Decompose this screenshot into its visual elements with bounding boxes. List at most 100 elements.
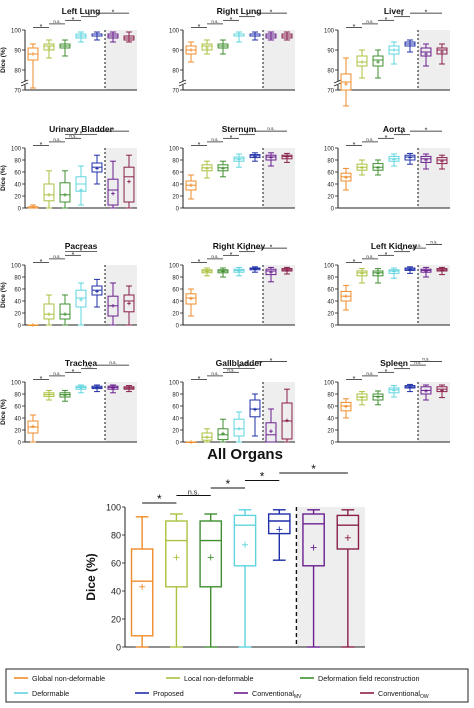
- axis-break-mark: [178, 82, 187, 87]
- box-body: [249, 399, 261, 418]
- significance-label: *: [353, 24, 356, 31]
- significance-label: *: [246, 131, 249, 138]
- box-body: [123, 294, 135, 313]
- y-axis-label: Dice (%): [0, 47, 7, 73]
- y-tick-label: 80: [172, 159, 179, 165]
- legend-item-proposed: Proposed: [135, 689, 184, 698]
- significance-label: n.s.: [211, 19, 218, 24]
- y-tick-label: 60: [327, 405, 334, 411]
- box-global-nondeformable: [340, 167, 352, 191]
- legend-label: Deformable: [32, 689, 69, 698]
- box-body: [372, 55, 384, 67]
- panel-title: Urinary Bladder: [49, 124, 113, 134]
- panel-8: Left Kidney 0 20 40 60 80 100 * n.s. * * n.s. n.s.: [324, 240, 450, 330]
- box-deformation-field: [372, 390, 384, 406]
- significance-label: *: [353, 259, 356, 266]
- y-tick-label: 90: [14, 49, 21, 55]
- legend-label-text: Deformable: [32, 689, 69, 698]
- panel-title: Pacreas: [65, 241, 98, 251]
- y-tick-label: 20: [14, 429, 21, 435]
- y-tick-label: 100: [11, 29, 22, 35]
- box-deformable: [233, 411, 245, 443]
- box-conventional-ow: [436, 266, 448, 276]
- box-deformation-field: [217, 418, 229, 443]
- box-proposed: [249, 152, 261, 162]
- panel-10: Gallbladder 0 20 40 60 80 100 * n.s. n.s. * * *: [169, 358, 295, 447]
- y-tick-label: 70: [327, 89, 334, 95]
- conventional-shade: [418, 30, 450, 90]
- y-tick-label: 40: [111, 587, 121, 597]
- box-conventional-mv: [265, 408, 277, 443]
- significance-label: n.s.: [422, 357, 429, 362]
- axis-break-gap: [22, 81, 28, 85]
- box-deformation-field: [59, 389, 71, 402]
- box-body: [43, 303, 55, 320]
- y-tick-label: 20: [327, 312, 334, 318]
- significance-label: n.s.: [53, 19, 60, 24]
- legend-label: ConventionalOW: [378, 689, 429, 700]
- y-tick-label: 100: [169, 264, 180, 270]
- box-body: [199, 520, 223, 588]
- legend-label-text: Deformation field reconstruction: [318, 674, 419, 683]
- conventional-shade: [105, 382, 137, 442]
- significance-label: *: [401, 365, 404, 372]
- box-body: [372, 270, 384, 277]
- box-body: [59, 182, 71, 203]
- significance-label: n.s.: [53, 137, 60, 142]
- box-proposed: [91, 154, 103, 185]
- significance-label: *: [385, 369, 388, 376]
- box-conventional-mv: [265, 31, 277, 41]
- panel-title: Liver: [384, 6, 405, 16]
- box-global-nondeformable: [340, 57, 352, 107]
- significance-label: *: [270, 358, 273, 365]
- box-conventional-ow: [436, 154, 448, 170]
- box-proposed: [249, 31, 261, 41]
- significance-label: *: [112, 10, 115, 17]
- box-conventional-ow: [436, 43, 448, 65]
- y-tick-label: 80: [14, 69, 21, 75]
- panel-1: Right Lung 70 80 90 100 * n.s. * * *: [169, 6, 295, 95]
- box-global-nondeformable: [27, 204, 39, 209]
- panel-title: Left Lung: [62, 6, 101, 16]
- y-tick-label: 60: [327, 171, 334, 177]
- y-tick-label: 80: [327, 393, 334, 399]
- significance-label: *: [401, 248, 404, 255]
- y-tick-label: 40: [327, 183, 334, 189]
- box-body: [265, 268, 277, 276]
- box-body: [201, 432, 213, 441]
- box-local-nondeformable: [43, 389, 55, 401]
- y-tick-label: 100: [169, 381, 180, 387]
- significance-label: *: [246, 13, 249, 20]
- panel-title: Right Lung: [217, 6, 262, 16]
- y-tick-label: 20: [327, 429, 334, 435]
- box-deformable: [75, 165, 87, 206]
- y-tick-label: 60: [172, 405, 179, 411]
- significance-label: *: [40, 142, 43, 149]
- panel-4: Sternum 0 20 40 60 80 100 * n.s. * * n.s.: [169, 124, 295, 213]
- box-deformable: [75, 384, 87, 394]
- box-body: [404, 154, 416, 161]
- significance-label: *: [311, 462, 316, 476]
- legend-box: [5, 668, 469, 703]
- box-conventional-ow: [123, 31, 135, 43]
- box-deformation-field: [217, 160, 229, 178]
- box-body: [265, 154, 277, 161]
- significance-label: *: [230, 135, 233, 142]
- significance-label: n.s.: [366, 371, 373, 376]
- significance-label: n.s.: [211, 137, 218, 142]
- axis-break-mark: [20, 79, 29, 84]
- box-body: [201, 43, 213, 51]
- box-proposed: [91, 31, 103, 41]
- y-tick-label: 0: [18, 441, 22, 447]
- y-tick-label: 0: [176, 207, 180, 213]
- significance-label: *: [353, 142, 356, 149]
- legend-label-subscript: OW: [420, 694, 429, 700]
- y-tick-label: 20: [14, 195, 21, 201]
- significance-label: n.s.: [85, 364, 92, 369]
- y-tick-label: 80: [14, 276, 21, 282]
- significance-label: *: [157, 492, 162, 506]
- y-tick-label: 60: [327, 288, 334, 294]
- y-tick-label: 60: [14, 171, 21, 177]
